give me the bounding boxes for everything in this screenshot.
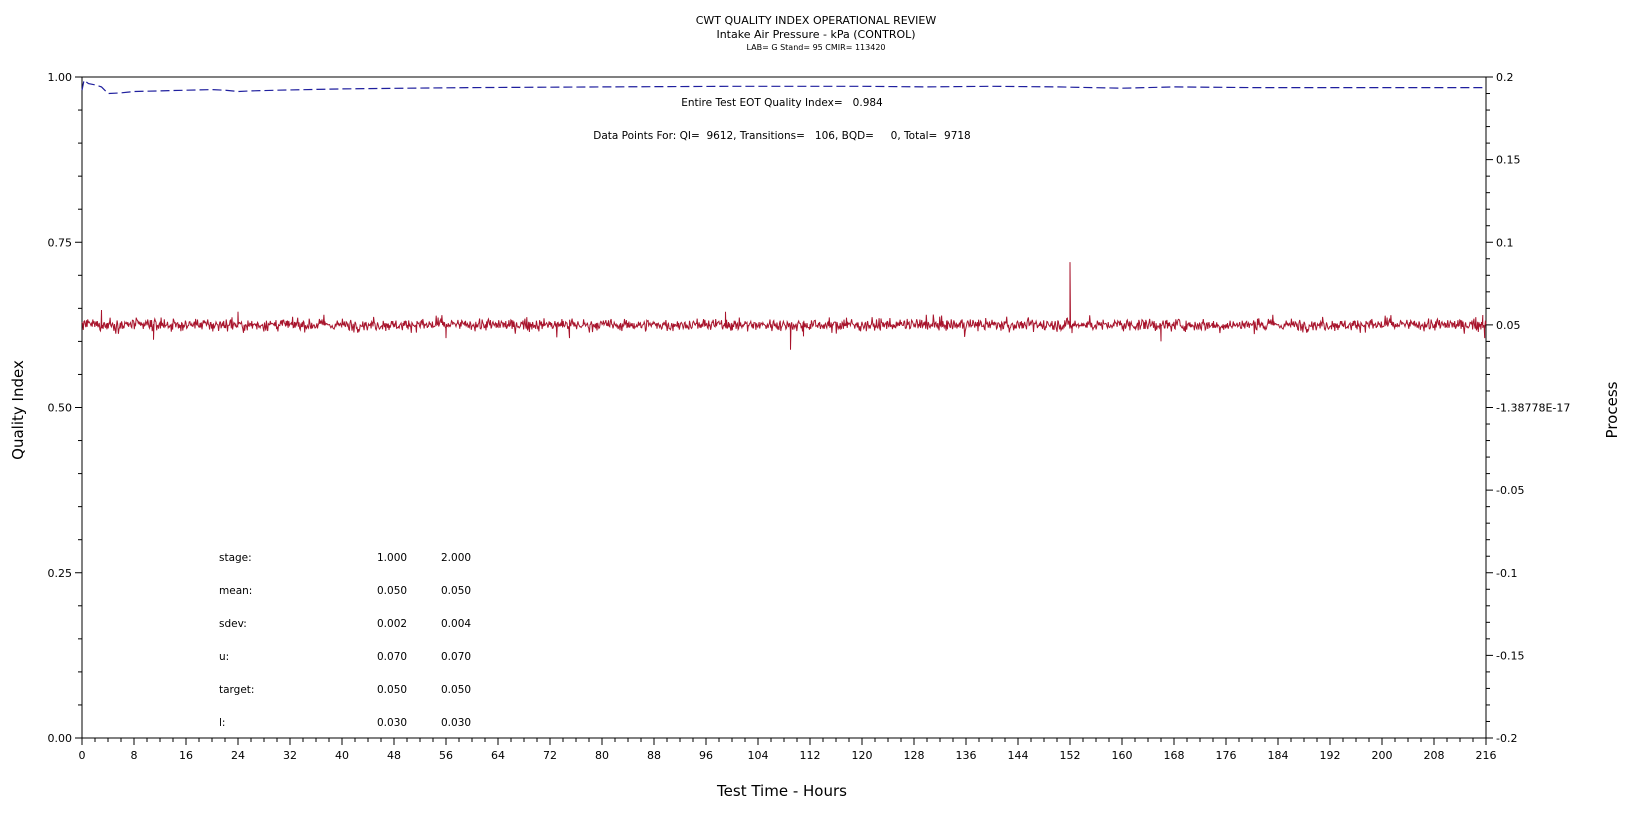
x-tick-label: 160 xyxy=(1112,749,1133,762)
stats-row-label: l: xyxy=(219,717,225,729)
stats-stage1-value: 0.050 xyxy=(377,585,407,597)
stats-stage1-value: 1.000 xyxy=(377,552,407,564)
x-tick-label: 208 xyxy=(1424,749,1445,762)
y-axis-title: Quality Index xyxy=(9,360,27,460)
chart-title-block: CWT QUALITY INDEX OPERATIONAL REVIEW Int… xyxy=(0,14,1632,54)
y2-tick-label: 0.15 xyxy=(1496,154,1521,167)
x-tick-label: 88 xyxy=(647,749,661,762)
x-tick-label: 184 xyxy=(1268,749,1289,762)
stats-stage1-value: 0.002 xyxy=(377,618,407,630)
stats-row-label: mean: xyxy=(219,585,252,597)
y2-tick-label: -0.1 xyxy=(1496,567,1517,580)
x-tick-label: 152 xyxy=(1060,749,1081,762)
stats-stage2-value: 0.050 xyxy=(441,684,471,696)
x-tick-label: 136 xyxy=(956,749,977,762)
stats-stage2-value: 0.004 xyxy=(441,618,471,630)
x-tick-label: 64 xyxy=(491,749,505,762)
x-tick-label: 32 xyxy=(283,749,297,762)
x-tick-label: 128 xyxy=(904,749,925,762)
stats-stage2-value: 2.000 xyxy=(441,552,471,564)
stats-row-label: u: xyxy=(219,651,229,663)
x-tick-label: 176 xyxy=(1216,749,1237,762)
x-axis-title: Test Time - Hours xyxy=(716,782,847,800)
y-tick-label: 1.00 xyxy=(48,71,73,84)
chart-info-line: LAB= G Stand= 95 CMIR= 113420 xyxy=(746,43,886,52)
plot-frame xyxy=(81,76,1487,739)
stats-table: stage: 1.000 2.000 mean: 0.050 0.050 sdev: 0.00… xyxy=(219,552,471,729)
x-tick-label: 48 xyxy=(387,749,401,762)
x-tick-label: 216 xyxy=(1476,749,1497,762)
x-tick-label: 112 xyxy=(800,749,821,762)
x-tick-label: 56 xyxy=(439,749,453,762)
y2-tick-label: 0.2 xyxy=(1496,71,1514,84)
x-tick-label: 16 xyxy=(179,749,193,762)
x-tick-label: 104 xyxy=(748,749,769,762)
quality-index-series-line xyxy=(81,79,1486,95)
y2-tick-label: -0.05 xyxy=(1496,484,1524,497)
x-tick-label: 200 xyxy=(1372,749,1393,762)
x-tick-label: 120 xyxy=(852,749,873,762)
stats-stage1-value: 0.070 xyxy=(377,651,407,663)
right-axis: -0.2 -0.15 -0.1 -0.05 -1.38778E-17 0.05 0.1 0.1… xyxy=(1486,71,1570,745)
y-tick-label: 0.25 xyxy=(48,567,73,580)
x-tick-label: 96 xyxy=(699,749,713,762)
stats-stage2-value: 0.070 xyxy=(441,651,471,663)
y-tick-label: 0.75 xyxy=(48,236,73,249)
chart-title: CWT QUALITY INDEX OPERATIONAL REVIEW xyxy=(695,14,937,27)
x-tick-label: 8 xyxy=(131,749,138,762)
stats-stage2-value: 0.030 xyxy=(441,717,471,729)
x-tick-label: 192 xyxy=(1320,749,1341,762)
y2-tick-label: -0.15 xyxy=(1496,649,1524,662)
stats-stage1-value: 0.050 xyxy=(377,684,407,696)
x-tick-label: 40 xyxy=(335,749,349,762)
chart-subtitle: Intake Air Pressure - kPa (CONTROL) xyxy=(716,28,916,41)
data-points-annotation: Data Points For: QI= 9612, Transitions= … xyxy=(593,130,971,142)
y-tick-label: 0.00 xyxy=(48,732,73,745)
stats-row-label: stage: xyxy=(219,552,252,564)
y2-tick-label: -1.38778E-17 xyxy=(1496,402,1570,415)
y2-tick-label: -0.2 xyxy=(1496,732,1517,745)
y2-tick-label: 0.05 xyxy=(1496,319,1521,332)
x-tick-label: 144 xyxy=(1008,749,1029,762)
y2-tick-label: 0.1 xyxy=(1496,236,1514,249)
x-tick-label: 0 xyxy=(79,749,86,762)
eot-quality-index-annotation: Entire Test EOT Quality Index= 0.984 xyxy=(681,97,883,109)
y-tick-label: 0.50 xyxy=(48,402,73,415)
x-axis: 0 8 16 24 32 40 48 56 64 72 80 88 96 104 112 120 128 136 1… xyxy=(79,738,1497,762)
x-tick-label: 72 xyxy=(543,749,557,762)
x-tick-label: 168 xyxy=(1164,749,1185,762)
stats-row-label: sdev: xyxy=(219,618,247,630)
stats-stage2-value: 0.050 xyxy=(441,585,471,597)
y2-axis-title: Process xyxy=(1603,381,1621,438)
x-tick-label: 80 xyxy=(595,749,609,762)
stats-stage1-value: 0.030 xyxy=(377,717,407,729)
left-axis: 0.00 0.25 0.50 0.75 1.00 xyxy=(48,71,82,745)
x-tick-label: 24 xyxy=(231,749,245,762)
series-layer xyxy=(81,79,1487,350)
stats-row-label: target: xyxy=(219,684,254,696)
process-series-line xyxy=(81,262,1487,350)
